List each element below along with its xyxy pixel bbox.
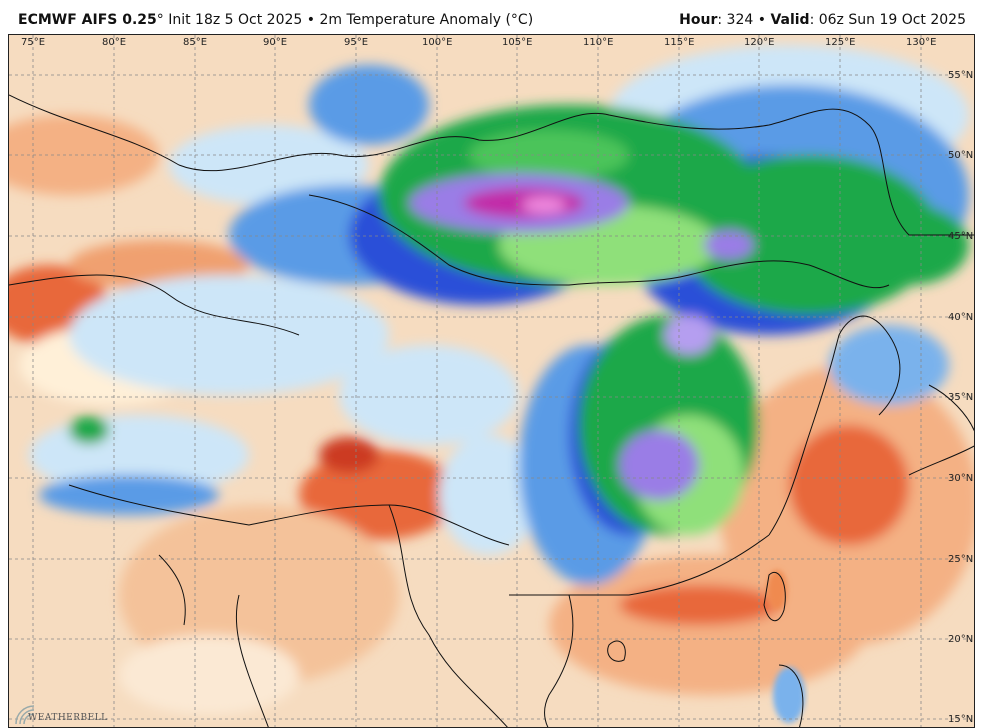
- field-name: 2m Temperature Anomaly (°C): [319, 12, 534, 28]
- temperature-anomaly-map: 75°E 80°E 85°E 90°E 95°E 100°E 105°E 110…: [8, 34, 975, 728]
- map-header: ECMWF AIFS 0.25° Init 18z 5 Oct 2025 • 2…: [0, 0, 984, 34]
- init-time: Init 18z 5 Oct 2025: [168, 12, 303, 28]
- lon-label: 95°E: [344, 37, 368, 48]
- lon-label: 120°E: [744, 37, 774, 48]
- hour-value: : 324: [717, 12, 754, 28]
- lat-label: 30°N: [948, 473, 973, 484]
- separator: •: [757, 12, 766, 28]
- lat-label: 55°N: [948, 70, 973, 81]
- lat-label: 15°N: [948, 714, 973, 725]
- longitude-labels: 75°E 80°E 85°E 90°E 95°E 100°E 105°E 110…: [21, 37, 936, 48]
- lon-label: 115°E: [664, 37, 694, 48]
- lon-label: 125°E: [825, 37, 855, 48]
- separator: •: [306, 12, 316, 28]
- valid-time-info: Hour: 324 • Valid: 06z Sun 19 Oct 2025: [679, 12, 966, 28]
- lat-label: 35°N: [948, 392, 973, 403]
- country-borders: [9, 94, 974, 727]
- lat-label: 25°N: [948, 554, 973, 565]
- lon-label: 130°E: [906, 37, 936, 48]
- lon-label: 85°E: [183, 37, 207, 48]
- valid-value: : 06z Sun 19 Oct 2025: [809, 12, 966, 28]
- lon-label: 75°E: [21, 37, 45, 48]
- lat-label: 45°N: [948, 231, 973, 242]
- lon-label: 100°E: [422, 37, 452, 48]
- map-title: ECMWF AIFS 0.25° Init 18z 5 Oct 2025 • 2…: [18, 12, 533, 28]
- degree-mark: °: [156, 12, 164, 28]
- lat-label: 20°N: [948, 634, 973, 645]
- graticule: [9, 35, 974, 727]
- lat-label: 50°N: [948, 150, 973, 161]
- lon-label: 110°E: [583, 37, 613, 48]
- weatherbell-logo: [15, 705, 35, 725]
- lon-label: 80°E: [102, 37, 126, 48]
- logo-text: WEATHERBELL: [28, 713, 108, 723]
- lon-label: 90°E: [263, 37, 287, 48]
- model-name: ECMWF AIFS 0.25: [18, 12, 157, 28]
- map-canvas: 75°E 80°E 85°E 90°E 95°E 100°E 105°E 110…: [9, 35, 974, 727]
- hour-label: Hour: [679, 12, 718, 28]
- lat-label: 40°N: [948, 312, 973, 323]
- valid-label: Valid: [770, 12, 810, 28]
- latitude-labels: 55°N 50°N 45°N 40°N 35°N 30°N 25°N 20°N …: [948, 70, 973, 725]
- lon-label: 105°E: [502, 37, 532, 48]
